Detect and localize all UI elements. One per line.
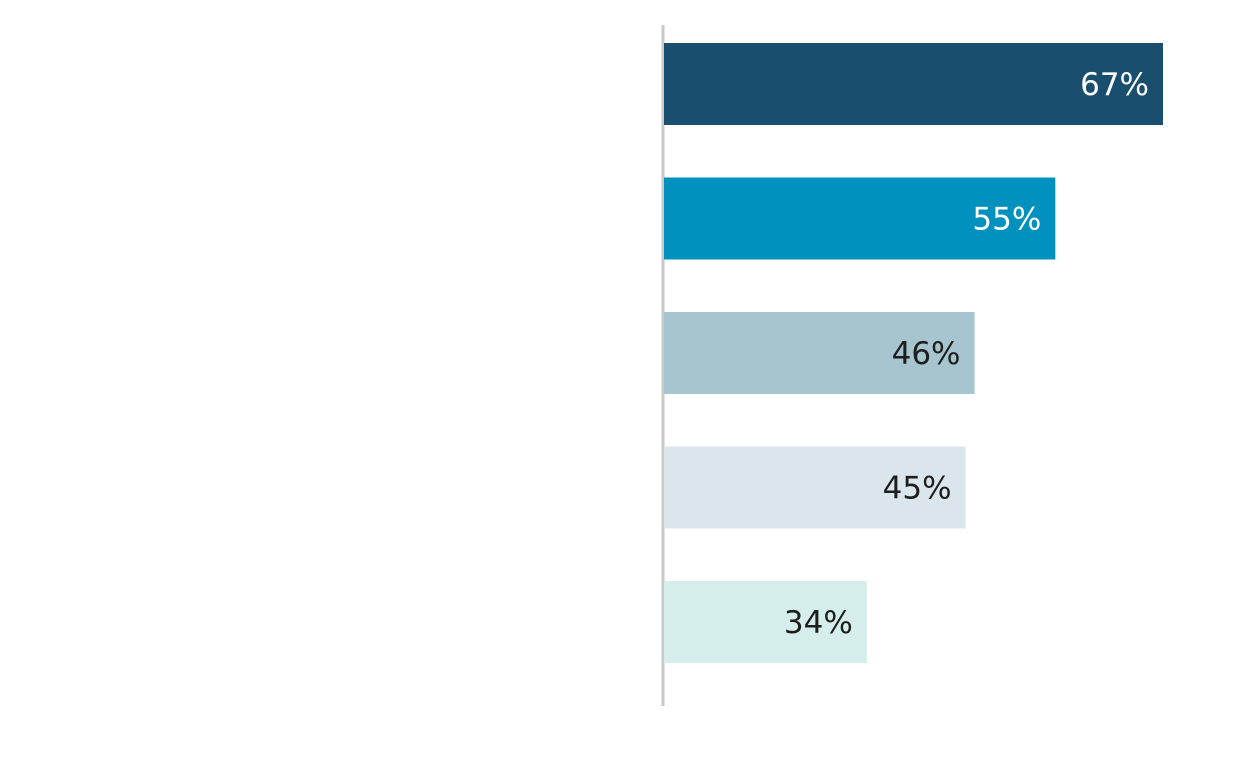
value-label: 67% [1080,67,1149,103]
bar [664,43,1163,125]
value-label: 45% [883,471,952,507]
value-label: 55% [972,202,1041,238]
value-label: 34% [784,605,853,641]
bar [664,446,966,529]
value-label: 46% [892,336,961,372]
bar [664,177,1056,260]
bar [664,581,867,663]
bar [664,312,975,394]
